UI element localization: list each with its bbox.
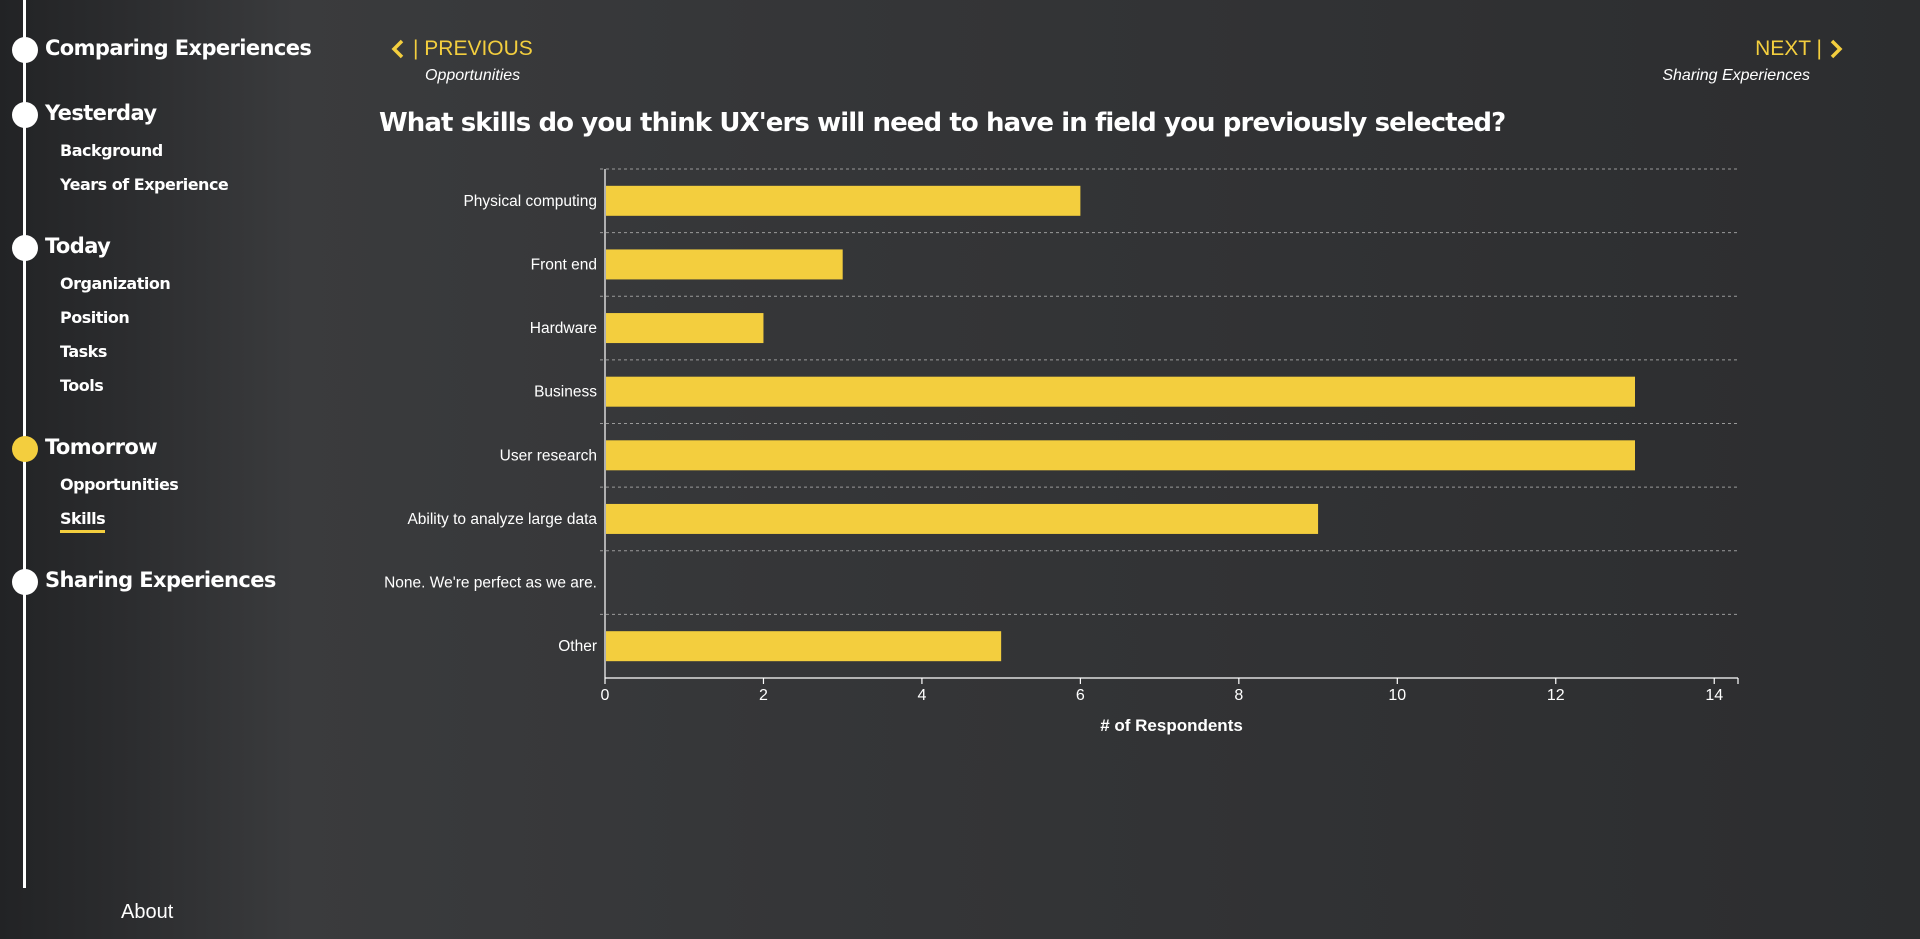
nav-item-tasks[interactable]: Tasks — [60, 342, 107, 361]
x-tick-label: 10 — [1388, 687, 1406, 704]
next-label: NEXT | — [1755, 37, 1822, 60]
page-title: What skills do you think UX'ers will nee… — [379, 108, 1506, 138]
nav-title-sharing-experiences[interactable]: Sharing Experiences — [45, 568, 276, 592]
timeline-dot — [12, 37, 38, 63]
next-button[interactable]: NEXT | — [1755, 37, 1844, 61]
about-link[interactable]: About — [121, 901, 174, 923]
nav-title-tomorrow[interactable]: Tomorrow — [45, 435, 158, 459]
chevron-right-icon — [1828, 39, 1844, 59]
timeline-dot-active — [12, 436, 38, 462]
timeline-dot — [12, 102, 38, 128]
x-tick-label: 6 — [1076, 687, 1085, 704]
category-label: Ability to analyze large data — [407, 511, 597, 528]
x-tick-label: 0 — [601, 687, 610, 704]
nav-title-yesterday[interactable]: Yesterday — [45, 101, 157, 125]
bar — [606, 313, 764, 344]
previous-button[interactable]: | PREVIOUS — [390, 37, 533, 61]
bar — [606, 376, 1635, 407]
x-tick-label: 4 — [917, 687, 926, 704]
nav-item-organization[interactable]: Organization — [60, 274, 171, 293]
x-tick-label: 12 — [1547, 687, 1565, 704]
category-label: None. We're perfect as we are. — [384, 575, 597, 592]
bar — [606, 440, 1635, 471]
category-label: Hardware — [530, 320, 597, 337]
category-label: Other — [558, 638, 597, 655]
nav-item-position[interactable]: Position — [60, 308, 130, 327]
category-label: User research — [500, 447, 597, 464]
x-tick-label: 8 — [1234, 687, 1243, 704]
timeline-dot — [12, 235, 38, 261]
nav-title-today[interactable]: Today — [45, 234, 111, 258]
nav-item-opportunities[interactable]: Opportunities — [60, 475, 179, 494]
bar — [606, 631, 1002, 662]
category-label: Physical computing — [463, 193, 597, 210]
x-tick-label: 2 — [759, 687, 768, 704]
x-axis-label: # of Respondents — [1100, 716, 1243, 735]
previous-page-name: Opportunities — [425, 67, 521, 84]
chevron-left-icon — [390, 39, 406, 59]
nav-item-tools[interactable]: Tools — [60, 376, 104, 395]
bar — [606, 249, 843, 280]
nav-item-skills[interactable]: Skills — [60, 509, 106, 533]
bar — [606, 503, 1319, 534]
category-label: Business — [534, 384, 597, 401]
bar — [606, 185, 1081, 216]
nav-item-background[interactable]: Background — [60, 141, 163, 160]
previous-label: | PREVIOUS — [413, 37, 533, 60]
nav-title-comparing-experiences[interactable]: Comparing Experiences — [45, 36, 312, 60]
timeline-dot — [12, 569, 38, 595]
category-label: Front end — [531, 256, 597, 273]
nav-item-years-of-experience[interactable]: Years of Experience — [60, 175, 229, 194]
next-page-name: Sharing Experiences — [1662, 67, 1810, 84]
x-tick-label: 14 — [1705, 687, 1723, 704]
